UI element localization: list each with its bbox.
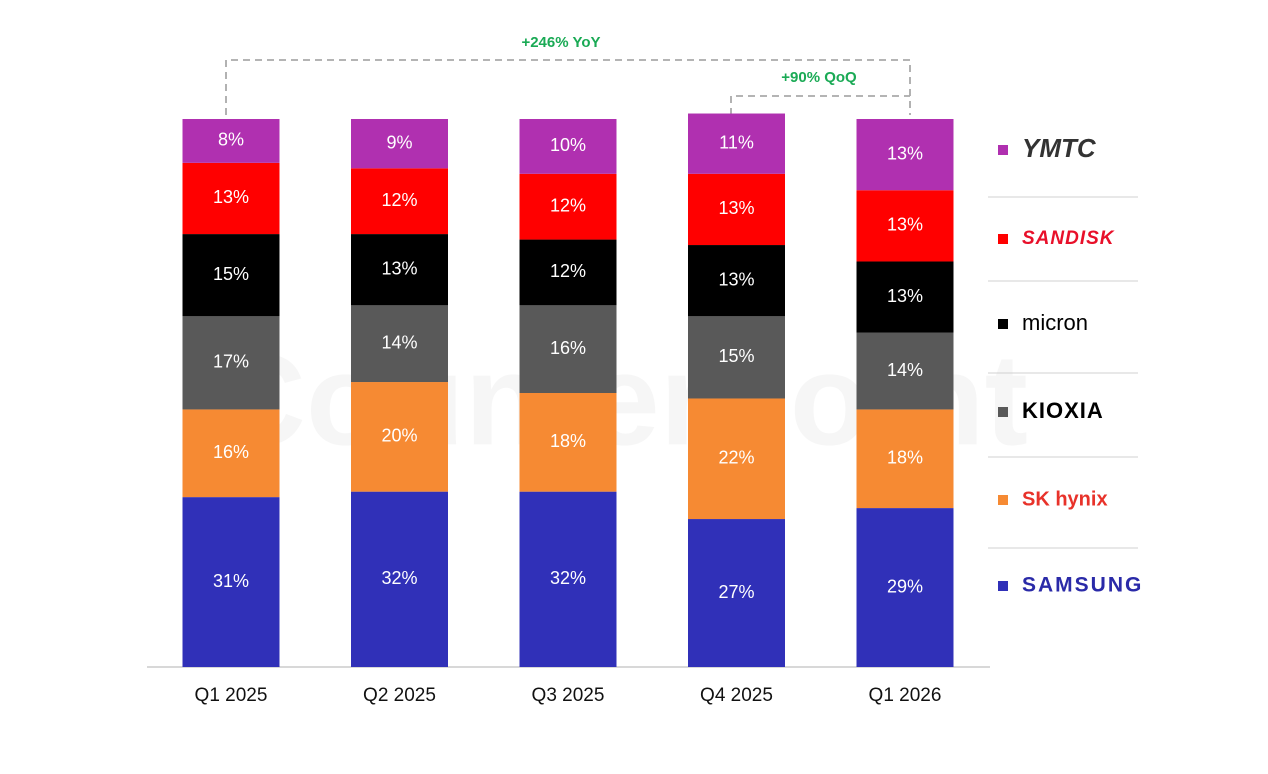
legend-marker [998, 581, 1008, 591]
bar-segment [688, 113, 785, 174]
data-label: 13% [887, 286, 923, 306]
data-label: 16% [213, 442, 249, 462]
legend-label: YMTC [1022, 133, 1097, 163]
data-label: 17% [213, 352, 249, 372]
bar-segment [856, 508, 954, 667]
legend-marker [998, 145, 1008, 155]
data-label: 13% [381, 258, 417, 278]
qoq-bracket [730, 95, 910, 115]
legend-label: micron [1022, 310, 1088, 335]
legend-label: SANDISK [1022, 228, 1115, 249]
bar-segment [182, 234, 280, 317]
bar-segment [351, 168, 448, 235]
yoy-bracket [225, 59, 911, 115]
bar-segment [856, 261, 954, 333]
bar-segment [182, 497, 280, 667]
x-tick-label: Q1 2025 [195, 685, 268, 706]
data-label: 22% [718, 448, 754, 468]
data-label: 31% [213, 571, 249, 591]
data-label: 12% [550, 261, 586, 281]
x-tick-label: Q3 2025 [532, 685, 605, 706]
data-label: 32% [550, 568, 586, 588]
bar-segment [688, 519, 785, 667]
bar-segment [182, 316, 280, 410]
bar-segment [351, 119, 448, 169]
data-label: 8% [218, 130, 244, 150]
bar-segment [688, 173, 785, 246]
legend-marker [998, 495, 1008, 505]
annotation: +90% QoQ [781, 69, 857, 86]
x-tick-label: Q4 2025 [700, 685, 773, 706]
bar-segment [182, 409, 280, 498]
data-label: 9% [386, 132, 412, 152]
data-label: 13% [213, 187, 249, 207]
bar-segment [688, 316, 785, 399]
annotation: +246% YoY [521, 34, 600, 51]
legend-label: SK hynix [1022, 488, 1108, 510]
data-label: 20% [381, 426, 417, 446]
bar-segment [856, 332, 954, 410]
data-label: 15% [718, 346, 754, 366]
bar-segment [519, 173, 617, 240]
bar-segment [351, 305, 448, 383]
x-tick-label: Q1 2026 [869, 685, 942, 706]
data-label: 16% [550, 338, 586, 358]
legend-label: SAMSUNG [1022, 574, 1143, 597]
bar-segment [856, 119, 954, 191]
data-label: 13% [887, 215, 923, 235]
x-tick-label: Q2 2025 [363, 685, 436, 706]
bar-segment [519, 119, 617, 174]
legend-marker [998, 407, 1008, 417]
data-label: 15% [213, 264, 249, 284]
data-label: 18% [887, 448, 923, 468]
data-label: 13% [718, 269, 754, 289]
bar-segment [688, 245, 785, 317]
data-label: 10% [550, 135, 586, 155]
bar-segment [351, 491, 448, 667]
bar-segment [519, 239, 617, 306]
bar-segment [351, 234, 448, 306]
data-label: 13% [718, 198, 754, 218]
bar-segment [519, 393, 617, 492]
bar-segment [519, 305, 617, 393]
data-label: 13% [887, 143, 923, 163]
data-label: 27% [718, 582, 754, 602]
legend-marker [998, 234, 1008, 244]
data-label: 12% [550, 195, 586, 215]
data-label: 14% [381, 332, 417, 352]
bar-segment [182, 162, 280, 235]
legend-marker [998, 319, 1008, 329]
bar-segment [856, 409, 954, 509]
data-label: 14% [887, 360, 923, 380]
bar-segment [856, 190, 954, 262]
data-label: 11% [719, 132, 754, 152]
bar-segment [688, 398, 785, 520]
legend-label: KIOXIA [1022, 398, 1104, 423]
data-label: 18% [550, 431, 586, 451]
bar-segment [351, 382, 448, 492]
data-label: 29% [887, 576, 923, 596]
data-label: 12% [381, 190, 417, 210]
data-label: 32% [381, 568, 417, 588]
bar-segment [519, 491, 617, 667]
bar-segment [182, 119, 280, 163]
